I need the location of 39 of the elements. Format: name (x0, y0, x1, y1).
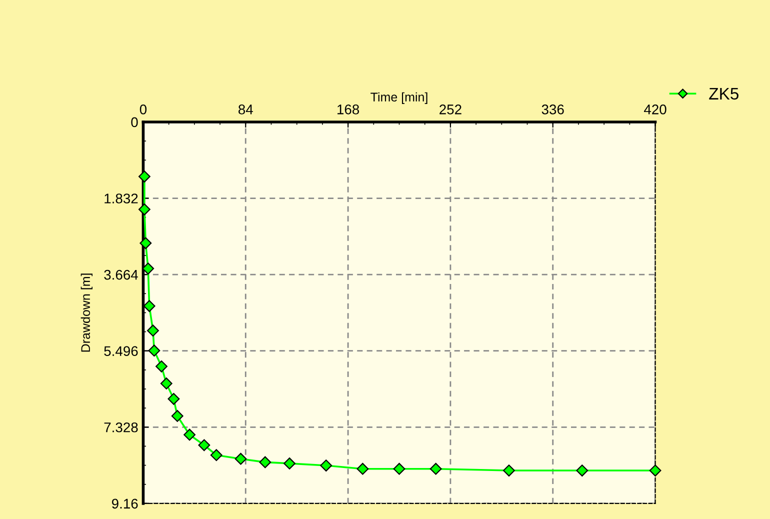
point (356, 462, 369, 475)
point (284, 457, 296, 470)
point (576, 464, 588, 476)
point (171, 410, 184, 422)
y-axis-title: Drawdown [m] (80, 274, 92, 352)
point (234, 452, 247, 465)
legend-label: ZK5 (709, 88, 738, 100)
y-tick-label: 0 (131, 117, 138, 128)
point (184, 428, 196, 441)
point (168, 392, 180, 405)
point (140, 237, 152, 250)
point (147, 324, 159, 337)
point (210, 449, 222, 462)
point (430, 462, 442, 475)
y-tick-label: 7.328 (104, 422, 138, 432)
y-tick-label: 3.664 (104, 270, 138, 280)
y-tick-label: 9.16 (112, 498, 138, 509)
point (259, 456, 272, 468)
point (143, 300, 156, 312)
point (138, 170, 150, 182)
point (198, 439, 210, 452)
x-tick-label: 420 (644, 104, 666, 114)
y-tick-label: 1.832 (104, 194, 138, 204)
point (320, 460, 332, 472)
point (138, 203, 150, 216)
point (156, 360, 168, 372)
x-tick-label: 168 (338, 104, 360, 114)
point (142, 262, 154, 275)
x-tick-label: 252 (440, 104, 462, 114)
x-tick-label: 336 (542, 104, 564, 114)
x-tick-label: 0 (140, 104, 147, 114)
point (148, 344, 160, 357)
y-tick-label: 5.496 (104, 346, 138, 356)
point (393, 462, 406, 475)
point (160, 378, 172, 390)
x-tick-label: 84 (238, 104, 253, 114)
point (649, 464, 662, 476)
point (503, 464, 515, 476)
x-axis-title: Time [min] (370, 92, 428, 104)
